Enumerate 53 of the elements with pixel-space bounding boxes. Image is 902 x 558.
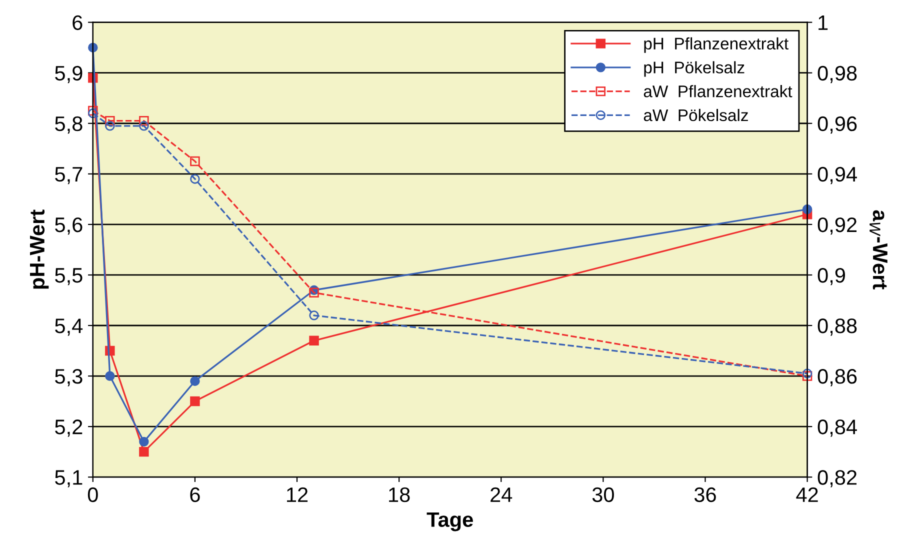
y-tick-label: 5,8 <box>55 116 82 134</box>
y-tick-label: 5,6 <box>55 217 82 235</box>
y-tick-label: 5,3 <box>55 369 82 386</box>
y2-tick-label: 0,82 <box>818 470 857 488</box>
point <box>190 376 200 386</box>
legend-label: aW Pflanzenextrakt <box>644 85 792 98</box>
legend-label: aW Pökelsalz <box>644 108 748 122</box>
legend-label: pH Pökelsalz <box>644 61 744 77</box>
x-tick-label: 6 <box>190 487 200 502</box>
y2-tick-label: 0,94 <box>818 166 857 184</box>
x-tick-label: 30 <box>592 487 614 502</box>
x-tick-label: 42 <box>796 487 818 502</box>
point <box>105 371 115 381</box>
x-axis-title: Tage <box>426 512 473 532</box>
point <box>309 288 319 298</box>
point <box>105 116 115 126</box>
point <box>139 116 149 126</box>
y2-tick-label: 0,96 <box>818 116 857 134</box>
x-tick-label: 18 <box>389 487 410 502</box>
y-tick-label: 6 <box>72 15 82 30</box>
y-axis-title: pH-Wert <box>30 210 49 289</box>
y2-axis-title: a$_{W}$-Wert <box>870 210 888 290</box>
point <box>309 336 319 346</box>
y2-tick-label: 0,86 <box>818 369 857 386</box>
y-tick-label: 5,9 <box>55 66 82 84</box>
point <box>190 174 200 184</box>
y-tick-label: 5,4 <box>55 318 83 336</box>
point <box>802 368 812 378</box>
point <box>105 121 115 131</box>
x-tick-label: 12 <box>287 487 308 502</box>
point <box>802 371 812 381</box>
point <box>139 121 149 131</box>
y2-tick-label: 0,9 <box>818 268 845 286</box>
point <box>88 106 98 116</box>
y2-tick-label: 0,84 <box>818 420 857 437</box>
x-tick-label: 0 <box>88 487 98 502</box>
y-tick-label: 5,1 <box>55 470 82 488</box>
y-tick-label: 5,7 <box>55 167 82 184</box>
y2-tick-label: 0,92 <box>818 217 857 235</box>
point <box>190 396 200 406</box>
y-tick-label: 5,2 <box>55 420 82 437</box>
y2-tick-label: 1 <box>818 16 828 30</box>
x-tick-label: 36 <box>694 487 716 502</box>
point <box>139 446 149 457</box>
point <box>88 108 98 118</box>
point <box>190 156 200 166</box>
y2-tick-label: 0,88 <box>818 318 857 336</box>
point <box>309 310 319 320</box>
y2-tick-label: 0,98 <box>818 66 857 84</box>
point <box>139 436 149 447</box>
y-tick-label: 5,5 <box>55 268 82 286</box>
x-tick-label: 24 <box>490 487 512 502</box>
legend-label: pH Pflanzenextrakt <box>644 37 788 53</box>
